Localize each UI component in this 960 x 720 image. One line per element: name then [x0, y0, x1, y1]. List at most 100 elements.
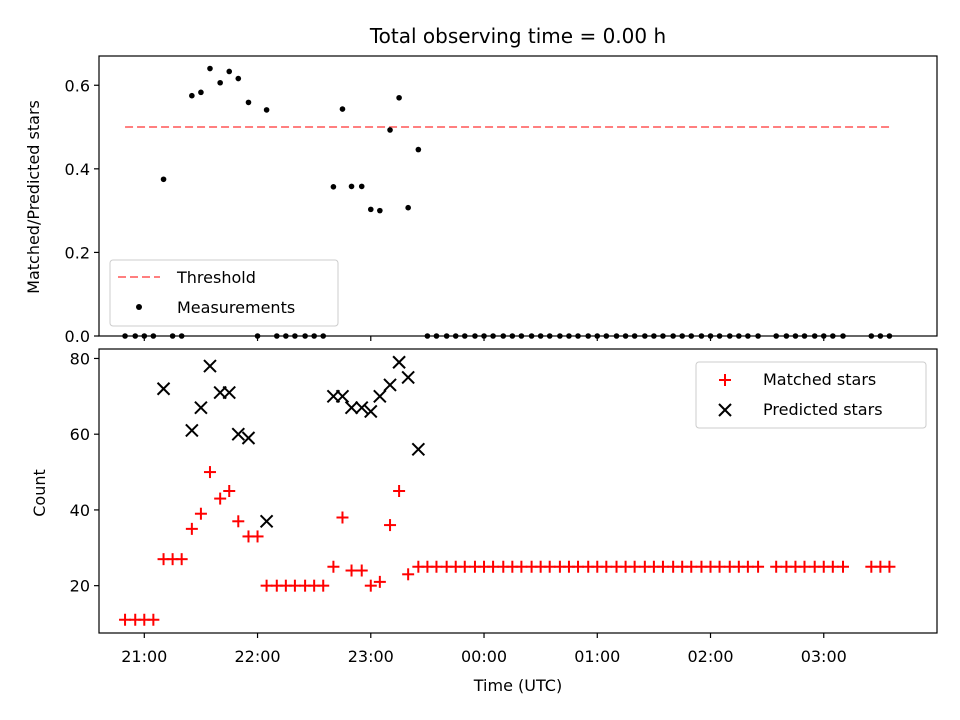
- predicted-star-point: [203, 359, 217, 373]
- matched-star-point: [260, 579, 273, 592]
- matched-star-point: [175, 553, 188, 566]
- predicted-star-point: [364, 404, 378, 419]
- measurement-point: [367, 206, 374, 213]
- matched-star-point: [752, 560, 765, 573]
- predicted-star-point: [156, 382, 171, 396]
- y-tick-label: 0.0: [65, 327, 90, 346]
- matched-star-point: [223, 485, 236, 497]
- measurement-point: [217, 79, 223, 86]
- matched-star-point: [232, 515, 245, 528]
- predicted-star-point: [401, 370, 415, 385]
- measurement-point: [377, 207, 383, 214]
- matched-legend-label: Matched stars: [763, 370, 876, 389]
- top-legend-box: [109, 259, 339, 327]
- bottom-panel-y-label: Count: [30, 469, 49, 517]
- predicted-star-point: [392, 355, 406, 369]
- bottom-panel-frame: [98, 348, 938, 634]
- bottom-panel-marks: [119, 355, 896, 626]
- predicted-star-point: [373, 389, 387, 404]
- matched-star-point: [194, 507, 207, 520]
- y-tick-label: 0.4: [65, 160, 90, 179]
- matched-star-point: [826, 560, 839, 573]
- measurement-point: [415, 146, 422, 153]
- top-panel-frame: [98, 55, 938, 337]
- matched-star-point: [713, 560, 726, 573]
- matched-star-point: [741, 560, 754, 573]
- y-tick-label: 0.2: [65, 243, 90, 262]
- predicted-legend-swatch: [718, 403, 732, 417]
- predicted-star-point: [355, 400, 369, 415]
- y-tick-label: 0.6: [65, 76, 90, 95]
- measurement-point: [396, 94, 402, 101]
- matched-star-point: [837, 560, 850, 573]
- predicted-legend-label: Predicted stars: [763, 400, 883, 419]
- matched-star-point: [402, 568, 415, 581]
- matched-star-point: [393, 485, 406, 497]
- matched-star-point: [600, 560, 613, 573]
- matched-star-point: [458, 560, 471, 573]
- measurement-point: [226, 68, 233, 75]
- matched-star-point: [119, 613, 132, 626]
- x-tick-label: 00:00: [461, 647, 507, 666]
- matched-star-point: [543, 560, 556, 573]
- matched-star-point: [373, 575, 386, 588]
- x-tick-label: 23:00: [348, 647, 394, 666]
- threshold-legend-label: Threshold: [176, 268, 256, 287]
- top-panel-ratio: 0.0 0.2 0.4 0.6 Matched/Predicted stars Thr…: [24, 55, 938, 346]
- matched-star-point: [628, 560, 641, 573]
- measurement-point: [235, 75, 242, 82]
- top-panel-legend: Threshold Measurements: [109, 259, 339, 327]
- predicted-star-point: [259, 514, 274, 529]
- predicted-star-point: [335, 389, 350, 404]
- matched-star-point: [656, 560, 669, 573]
- matched-star-point: [770, 560, 783, 573]
- predicted-star-point: [231, 427, 245, 441]
- matched-star-point: [288, 579, 301, 592]
- bottom-panel-legend: Matched stars Predicted stars: [695, 361, 927, 429]
- matched-star-point: [345, 564, 358, 577]
- predicted-star-point: [185, 423, 199, 438]
- x-tick-label: 01:00: [574, 647, 620, 666]
- matched-star-point: [214, 492, 227, 505]
- matched-star-point: [384, 519, 397, 532]
- chart-title: Total observing time = 0.00 h: [369, 24, 666, 48]
- measurement-point: [339, 106, 346, 112]
- matched-star-point: [317, 579, 330, 592]
- y-tick-label: 80: [70, 349, 90, 368]
- matched-star-point: [203, 466, 216, 479]
- top-panel-x-ticks: [143, 336, 825, 341]
- x-tick-label: 02:00: [687, 647, 733, 666]
- bottom-panel-y-ticks: 20 40 60 80: [70, 349, 99, 596]
- matched-star-point: [430, 560, 443, 573]
- measurement-point: [198, 89, 204, 96]
- matched-star-point: [883, 560, 896, 573]
- predicted-star-point: [411, 442, 426, 457]
- measurement-point: [387, 127, 393, 133]
- x-axis-label: Time (UTC): [473, 676, 562, 695]
- matched-star-point: [515, 560, 528, 573]
- matched-star-point: [147, 613, 160, 626]
- top-panel-y-label: Matched/Predicted stars: [24, 100, 43, 294]
- matched-star-point: [364, 579, 377, 592]
- y-tick-label: 60: [70, 425, 90, 444]
- x-tick-label: 03:00: [801, 647, 847, 666]
- measurement-point: [207, 65, 213, 72]
- measurements-legend-label: Measurements: [177, 298, 295, 317]
- predicted-star-point: [222, 385, 236, 400]
- top-panel-y-ticks: 0.0 0.2 0.4 0.6: [65, 76, 99, 346]
- matched-star-point: [487, 560, 500, 573]
- measurement-point: [348, 183, 355, 190]
- matched-star-point: [336, 511, 349, 524]
- measurement-point: [330, 184, 337, 190]
- measurement-point: [358, 183, 365, 190]
- y-tick-label: 40: [70, 501, 90, 520]
- predicted-star-point: [344, 400, 359, 415]
- matched-star-point: [798, 560, 811, 573]
- measurement-point: [263, 107, 270, 113]
- measurement-point: [189, 92, 195, 99]
- measurement-point: [245, 99, 252, 106]
- matched-star-point: [685, 560, 698, 573]
- matched-star-point: [327, 560, 340, 573]
